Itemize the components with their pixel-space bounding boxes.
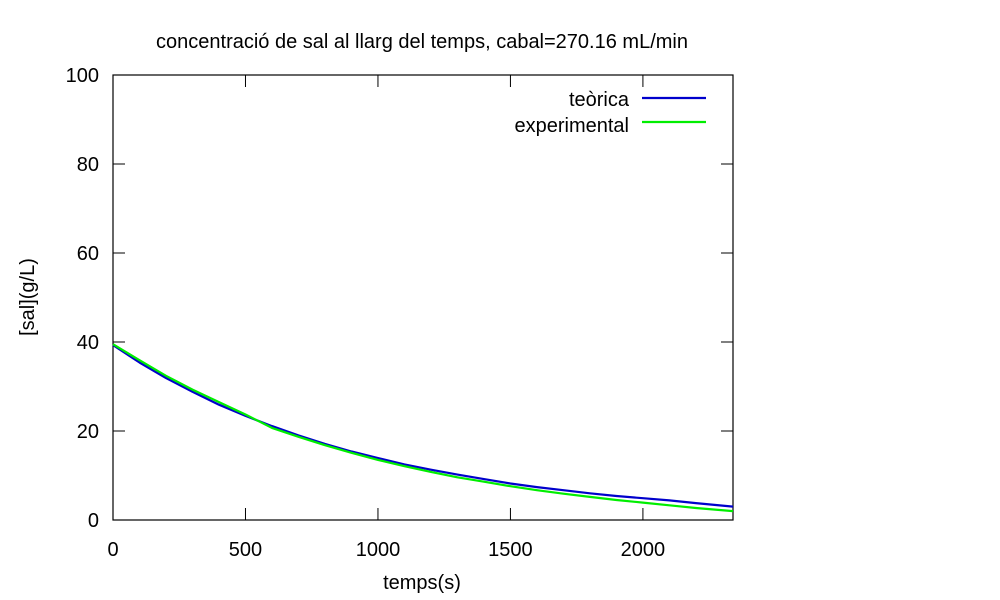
y-axis-ticks: 0 20 40 60 80 100	[66, 65, 733, 532]
x-tick-label: 500	[229, 539, 262, 561]
y-axis-label: [sal](g/L)	[17, 258, 39, 336]
y-tick-label: 100	[66, 65, 99, 87]
y-tick-label: 80	[77, 154, 99, 176]
plot-frame	[112, 74, 734, 521]
y-tick-label: 40	[77, 332, 99, 354]
legend: teòrica experimental	[514, 89, 706, 137]
x-tick-label: 0	[107, 539, 118, 561]
x-axis-ticks: 0 500 1000 1500 2000	[107, 75, 665, 561]
legend-label-teorica: teòrica	[569, 89, 630, 111]
x-tick-label: 2000	[621, 539, 666, 561]
y-tick-label: 20	[77, 421, 99, 443]
series-layer	[112, 343, 734, 513]
series-line-teorica	[112, 344, 734, 508]
y-tick-label: 0	[88, 510, 99, 532]
x-tick-label: 1000	[356, 539, 401, 561]
x-axis-label: temps(s)	[383, 572, 461, 594]
legend-label-experimental: experimental	[514, 115, 629, 137]
x-tick-label: 1500	[488, 539, 533, 561]
chart-title: concentració de sal al llarg del temps, …	[156, 31, 688, 53]
y-tick-label: 60	[77, 243, 99, 265]
series-line-experimental	[112, 343, 734, 513]
